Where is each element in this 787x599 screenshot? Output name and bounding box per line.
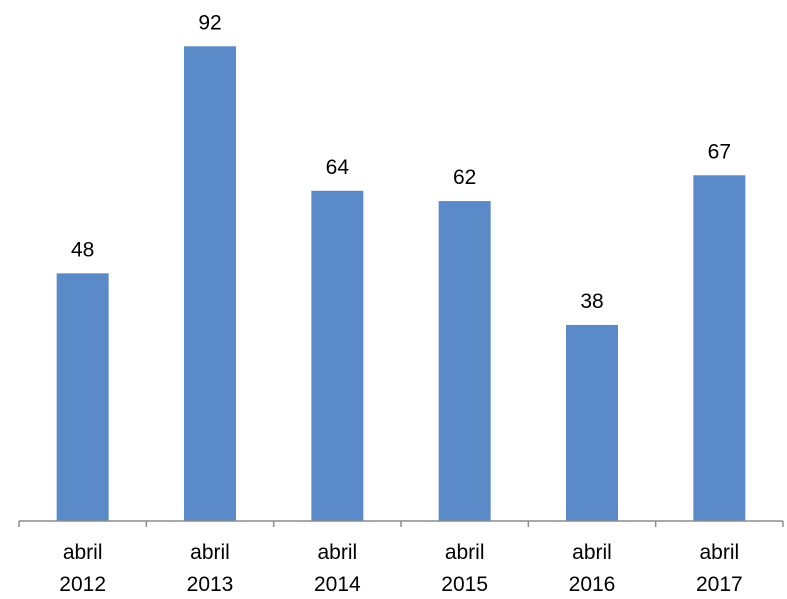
bar	[311, 190, 364, 521]
x-tick-label: abril 2012	[59, 541, 106, 596]
data-label: 64	[326, 156, 350, 179]
x-tick-label-line: 2017	[696, 573, 743, 596]
x-tick-label: abril 2015	[441, 541, 488, 596]
x-tick-label-line: 2016	[569, 573, 616, 596]
data-label: 48	[71, 238, 94, 261]
x-tick-label: abril 2013	[187, 541, 234, 596]
x-tick-label-line: abril	[572, 541, 612, 564]
x-tick-label-line: abril	[317, 541, 357, 564]
bar	[184, 46, 236, 521]
x-tick-label: abril 2016	[569, 541, 616, 596]
bar	[438, 201, 491, 521]
data-label: 92	[198, 11, 221, 34]
data-label: 62	[453, 166, 476, 189]
x-tick-label: abril 2017	[696, 541, 743, 596]
x-tick-label-line: 2014	[314, 573, 361, 596]
bar	[56, 273, 109, 521]
x-tick-label-line: abril	[445, 541, 485, 564]
x-tick-label-line: abril	[699, 541, 739, 564]
x-tick-label-line: 2013	[187, 573, 234, 596]
x-tick-label-line: 2012	[59, 573, 106, 596]
data-labels-group: 48 92 64 62 38 67	[71, 11, 731, 313]
data-label: 38	[580, 290, 603, 313]
x-tick-label-line: abril	[190, 541, 230, 564]
bar	[566, 324, 618, 521]
x-tick-label: abril 2014	[314, 541, 361, 596]
bar	[693, 175, 746, 521]
x-tick-label-line: abril	[63, 541, 103, 564]
data-label: 67	[708, 140, 731, 163]
x-tick-label-line: 2015	[441, 573, 488, 596]
x-axis-ticks	[18, 521, 784, 527]
bars-group	[56, 46, 746, 521]
